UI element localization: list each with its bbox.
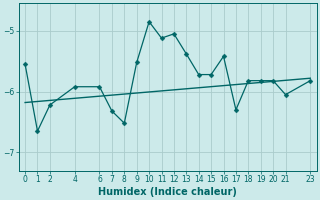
X-axis label: Humidex (Indice chaleur): Humidex (Indice chaleur) bbox=[98, 187, 237, 197]
